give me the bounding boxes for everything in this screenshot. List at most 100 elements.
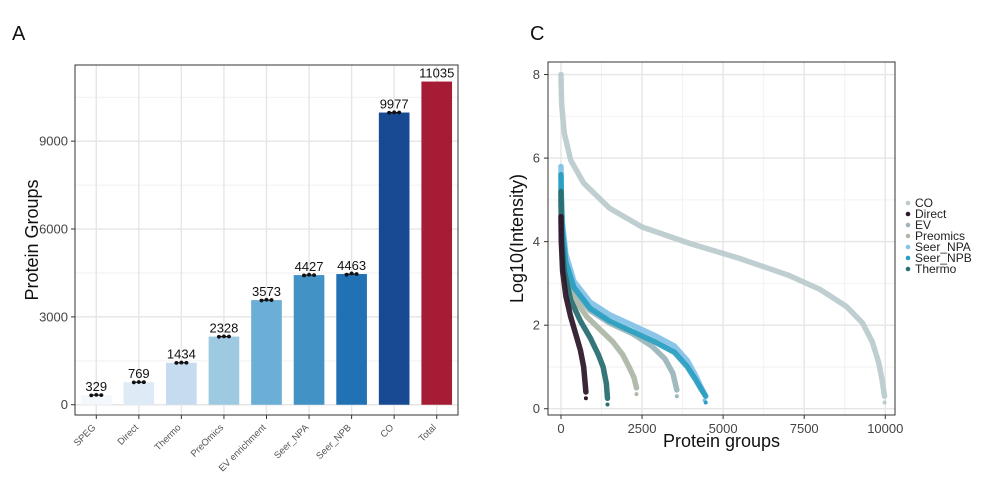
x-tick-label: 2500 [628, 421, 657, 436]
y-tick-label: 0 [61, 397, 68, 412]
y-axis-title-a: Protein Groups [22, 179, 42, 300]
point-direct [558, 227, 563, 232]
panel-label-c: C [530, 23, 544, 45]
y-axis-title-c: Log10(Intensity) [507, 174, 527, 303]
replicate-point [179, 360, 184, 365]
bar-chart-panel: 329 769 1434 2328 3573 4427 4463 9977 11035 0 3000… [22, 64, 459, 474]
replicate-point [264, 297, 269, 302]
point-co [558, 91, 563, 96]
replicate-point [259, 298, 264, 303]
data-label: 329 [85, 379, 107, 394]
replicate-point [99, 393, 104, 398]
x-category-label: Seer_NPB [314, 422, 354, 462]
x-category-label: CO [378, 422, 396, 440]
point-direct [558, 233, 563, 238]
series-co [558, 71, 888, 399]
x-tick-label: 5000 [709, 421, 738, 436]
data-label: 4463 [337, 258, 366, 273]
data-label: 9977 [380, 97, 409, 112]
point-co [558, 85, 563, 90]
legend-entry: Preomics [915, 229, 965, 243]
x-category-label: Seer_NPA [272, 422, 311, 461]
legend-marker [905, 233, 911, 239]
x-category-label: PreOmics [189, 422, 226, 459]
bar-direct [123, 382, 155, 405]
plot-area-c [548, 62, 895, 415]
plot-frame-c [547, 61, 896, 416]
bar-ev-enrichment [251, 300, 282, 405]
replicate-point [397, 110, 402, 115]
x-category-label: Total [417, 422, 439, 444]
legend-marker [905, 222, 911, 228]
replicate-point [136, 380, 141, 384]
legend-entry: Direct [915, 207, 947, 221]
legend-marker [905, 255, 911, 261]
x-axis-title-c: Protein groups [663, 431, 780, 451]
replicate-point [312, 273, 316, 278]
y-tick-label: 2 [533, 318, 540, 333]
bar-speg [80, 395, 112, 405]
replicate-point [174, 361, 179, 365]
data-label: 11035 [419, 66, 454, 81]
point-seer-npb [558, 172, 563, 177]
y-tick-label: 6 [533, 151, 540, 166]
data-label: 2328 [209, 321, 238, 336]
y-tick-label: 8 [533, 67, 540, 82]
y-tick-label: 3000 [39, 309, 68, 324]
replicate-point [307, 272, 311, 277]
y-tick-label: 6000 [39, 222, 68, 237]
data-label: 3573 [252, 284, 281, 299]
replicate-point [344, 272, 349, 277]
replicate-point [131, 380, 136, 385]
x-category-label: Thermo [153, 422, 184, 453]
point-direct [558, 214, 563, 219]
point-ev [674, 394, 679, 399]
data-label: 4427 [295, 259, 324, 274]
legend-entry: EV [915, 218, 931, 232]
y-tick-label: 9000 [39, 134, 68, 149]
replicate-point [94, 392, 99, 397]
bar-co [378, 112, 410, 405]
legend-marker [905, 200, 911, 206]
point-co [558, 72, 563, 77]
data-label: 1434 [167, 347, 196, 362]
y-tick-label: 0 [533, 401, 540, 416]
replicate-point [392, 110, 397, 115]
bar-seer-npb [336, 274, 367, 405]
point-thermo [558, 189, 563, 194]
x-category-label: SPEG [72, 422, 98, 448]
x-category-label: Direct [116, 422, 142, 448]
point-direct [583, 396, 588, 401]
point-seer-npb [703, 400, 708, 405]
bar-total [421, 81, 453, 405]
bar-thermo [166, 362, 197, 405]
x-tick-label: 10000 [867, 421, 903, 436]
panel-label-a: A [12, 23, 26, 45]
replicate-point [89, 393, 94, 398]
point-thermo [558, 195, 563, 200]
replicate-point [269, 298, 274, 302]
scatter-chart-panel: 0 2500 5000 7500 10000 0 2 4 6 8 Protein groups Log… [507, 61, 972, 451]
legend-marker [905, 244, 911, 250]
replicate-point [387, 110, 392, 115]
legend-marker [905, 211, 911, 217]
replicate-point [354, 272, 359, 276]
point-preomics [634, 392, 639, 397]
replicate-point [222, 334, 226, 339]
replicate-point [302, 273, 306, 278]
y-tick-label: 4 [533, 234, 540, 249]
point-co [882, 400, 887, 405]
legend-entry: Seer_NPA [915, 240, 971, 254]
legend-marker [905, 266, 911, 272]
replicate-point [227, 334, 231, 339]
point-direct [558, 220, 563, 225]
point-co [558, 78, 563, 83]
legend-entry: CO [915, 196, 933, 210]
point-seer-npb [558, 185, 563, 190]
data-label: 769 [128, 366, 150, 381]
bar-preomics [208, 336, 240, 405]
point-thermo [558, 208, 563, 213]
point-thermo [605, 402, 610, 407]
point-seer-npb [558, 179, 563, 184]
